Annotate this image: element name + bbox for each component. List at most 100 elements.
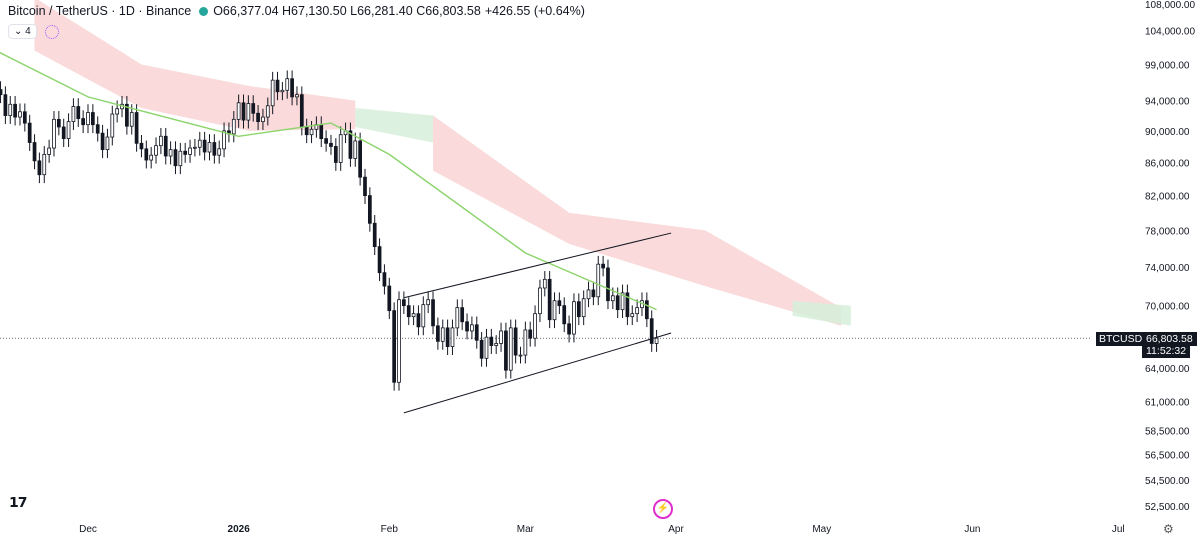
candle-body (56, 118, 61, 128)
candle-body (295, 94, 299, 98)
candle-body (538, 287, 542, 315)
candle-body (625, 292, 630, 318)
candle-body (416, 313, 421, 328)
candle-body (615, 295, 620, 311)
candle-body (222, 130, 226, 150)
candle-body (290, 78, 294, 98)
x-tick-label: Feb (381, 524, 399, 535)
candle-body (377, 246, 382, 274)
x-tick-label: Jul (1112, 524, 1125, 535)
candle-body (27, 122, 32, 143)
candle-body (183, 150, 188, 155)
ichimoku-cloud-bullish (792, 300, 851, 326)
candle-body (644, 300, 649, 320)
candle-body (178, 150, 183, 167)
candle-body (231, 118, 236, 135)
candle-body (304, 126, 309, 136)
candle-body (275, 79, 280, 93)
candle-body (207, 142, 212, 153)
candle-body (450, 327, 455, 347)
candle-body (654, 337, 659, 344)
y-tick-label: 108,000.00 (1145, 0, 1195, 11)
low-value: L66,281.40 (350, 4, 413, 18)
y-tick-label: 64,000.00 (1145, 364, 1190, 375)
candle-body (66, 121, 71, 140)
candle-body (392, 310, 397, 383)
candle-body (329, 142, 333, 147)
candle-body (134, 112, 139, 144)
y-tick-label: 56,500.00 (1145, 451, 1190, 462)
candle-body (71, 106, 76, 123)
open-value: O66,377.04 (213, 4, 279, 18)
candle-body (95, 124, 100, 134)
candle-body (620, 292, 625, 311)
candle-body (508, 327, 513, 371)
y-tick-label: 61,000.00 (1145, 397, 1190, 408)
trend-channel-upper (403, 232, 672, 299)
y-tick-label: 58,500.00 (1145, 427, 1190, 438)
candle-body (47, 147, 51, 155)
candle-body (212, 142, 217, 156)
market-open-dot-icon (199, 6, 209, 16)
candle-body (299, 94, 304, 128)
candle-body (270, 79, 275, 107)
candle-body (105, 136, 110, 151)
candle-body (363, 176, 367, 196)
candle-body (348, 130, 353, 159)
trend-channel-lower (403, 332, 672, 414)
candle-body (319, 124, 324, 140)
candle-body (402, 299, 406, 307)
candle-body (367, 195, 372, 224)
candle-body (484, 336, 489, 359)
candle-body (280, 89, 285, 93)
candle-body (547, 278, 552, 321)
candle-body (518, 354, 523, 357)
candle-body (601, 263, 605, 269)
y-tick-label: 99,000.00 (1145, 61, 1190, 72)
candle-body (431, 299, 435, 327)
candle-body (154, 145, 158, 156)
candle-body (125, 103, 129, 127)
candle-body (460, 307, 465, 323)
candle-body (173, 149, 178, 167)
candle-body (32, 142, 37, 162)
y-tick-label: 94,000.00 (1145, 97, 1190, 108)
candle-body (523, 329, 528, 356)
indicator-toggle-button[interactable]: ⌄ 4 (8, 24, 37, 39)
candle-body (18, 111, 22, 118)
candle-body (581, 298, 586, 318)
candle-body (630, 313, 635, 318)
ticker-price-label: BTCUSDT (1096, 332, 1152, 346)
candle-body (37, 160, 42, 176)
x-tick-label: Jun (964, 524, 980, 535)
candle-body (8, 103, 13, 116)
candle-body (241, 102, 246, 121)
ichimoku-cloud-bearish (433, 115, 842, 326)
candle-body (596, 263, 601, 298)
candle-body (246, 103, 251, 121)
candle-body (397, 299, 401, 383)
candle-body (149, 154, 154, 161)
x-tick-label: Mar (517, 524, 535, 535)
ohlc-values: O66,377.04 H67,130.50 L66,281.40 C66,803… (213, 4, 481, 18)
candle-body (576, 301, 581, 318)
gear-icon[interactable]: ⚙ (1163, 522, 1174, 536)
candle-body (445, 327, 450, 347)
candle-body (197, 139, 202, 148)
symbol-title[interactable]: Bitcoin / TetherUS · 1D · Binance (8, 4, 192, 18)
candle-body (285, 78, 290, 91)
lightning-badge-icon[interactable]: ⚡ (653, 499, 673, 519)
candle-body (533, 313, 537, 339)
tradingview-logo-icon[interactable]: 𝟭𝟳 (9, 494, 28, 510)
candle-body (504, 330, 508, 371)
candle-body (217, 148, 222, 156)
y-tick-label: 52,500.00 (1145, 502, 1190, 513)
candle-body (163, 135, 168, 157)
candle-body (202, 139, 207, 153)
candle-body (236, 102, 241, 120)
candle-body (426, 299, 431, 306)
indicator-spinner-icon (44, 24, 59, 39)
candle-body (562, 305, 567, 325)
